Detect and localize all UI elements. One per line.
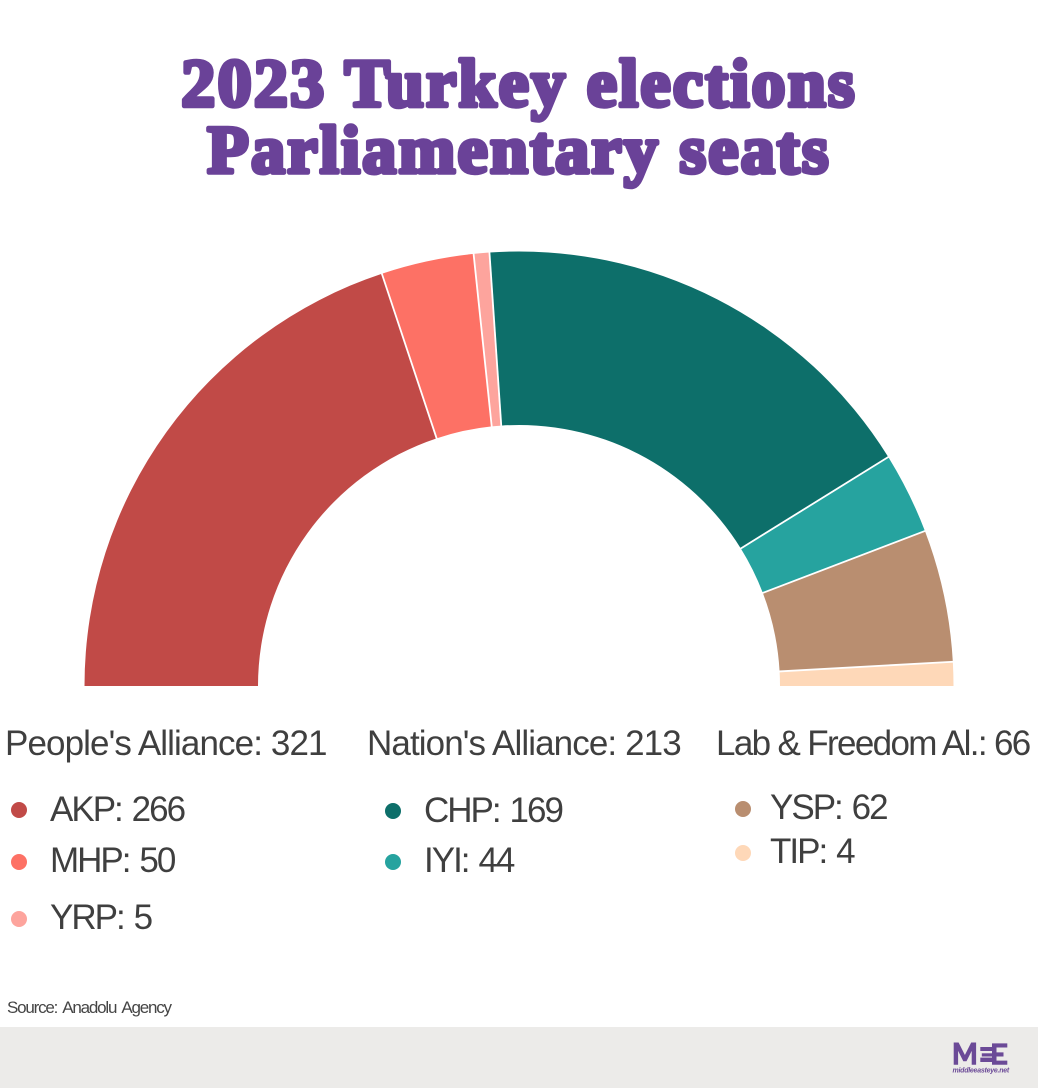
svg-text:Parliamentary seats: Parliamentary seats	[207, 111, 830, 187]
svg-text:2023 Turkey elections: 2023 Turkey elections	[181, 45, 856, 121]
svg-text:middleeasteye.net: middleeasteye.net	[953, 1068, 1010, 1075]
